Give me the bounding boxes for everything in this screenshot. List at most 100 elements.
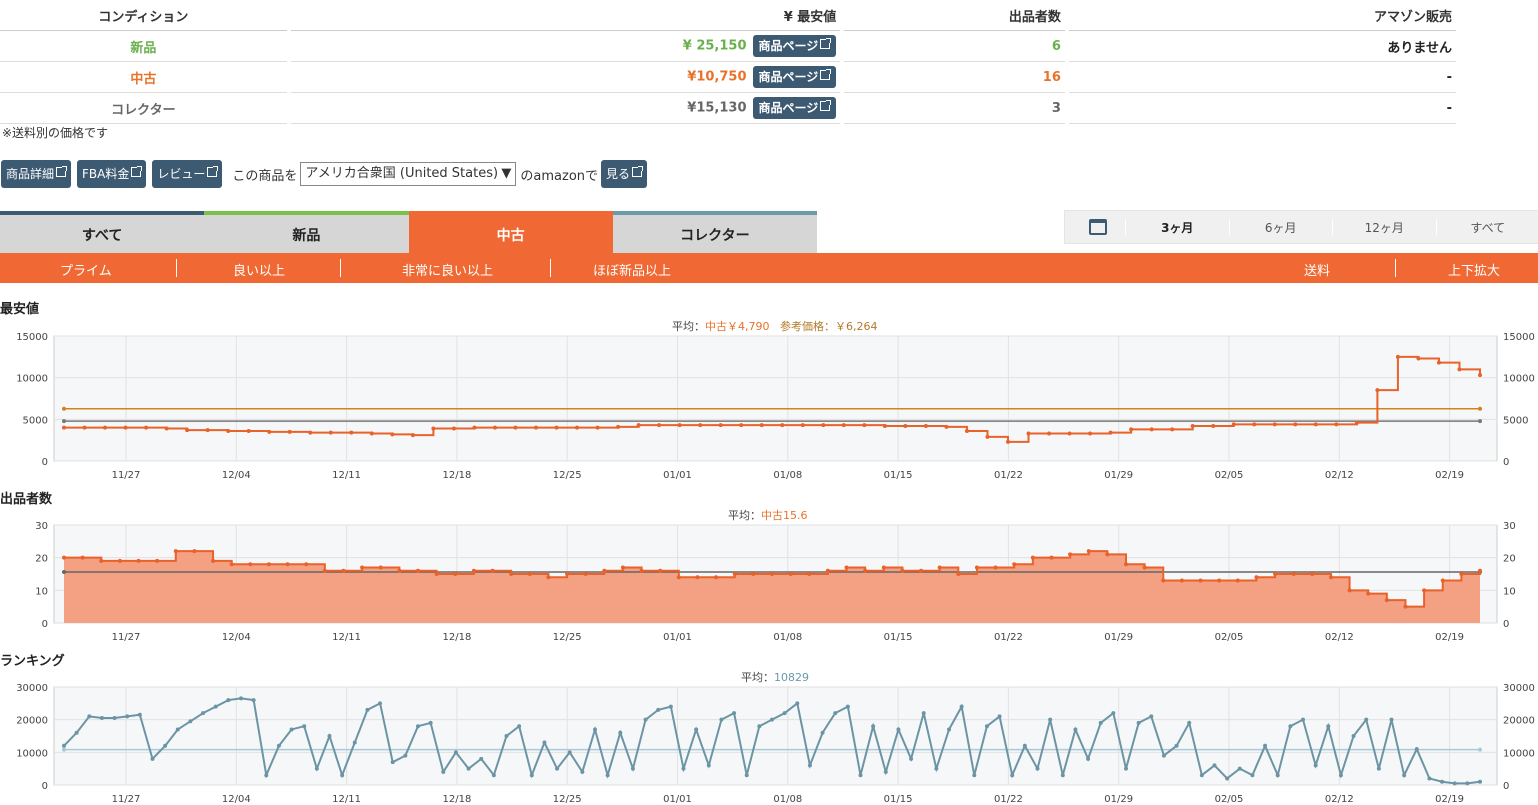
data-point bbox=[327, 734, 332, 738]
view-button[interactable]: 見る bbox=[601, 160, 648, 188]
data-point bbox=[555, 766, 560, 771]
chart-title-price: 最安値 bbox=[0, 302, 40, 317]
data-point bbox=[1457, 367, 1462, 372]
y-tick-label: 20000 bbox=[16, 716, 48, 727]
data-point bbox=[403, 753, 408, 758]
data-point bbox=[883, 769, 888, 774]
data-point bbox=[567, 750, 572, 755]
y-tick-label: 15000 bbox=[16, 332, 48, 343]
filter-very-good[interactable]: 非常に良い以上 bbox=[402, 264, 494, 279]
external-link-icon bbox=[632, 166, 644, 177]
x-tick-label: 12/18 bbox=[442, 632, 471, 643]
price-average-label: 平均：中古￥4,790 参考価格：￥6,264 bbox=[672, 320, 878, 333]
data-point bbox=[472, 425, 477, 430]
data-point bbox=[276, 743, 281, 748]
data-point bbox=[1334, 422, 1339, 427]
data-point bbox=[1022, 743, 1027, 748]
data-point bbox=[62, 743, 66, 748]
data-point bbox=[1288, 724, 1293, 729]
period-3m[interactable]: 3ヶ月 bbox=[1125, 218, 1229, 236]
x-tick-label: 01/08 bbox=[773, 470, 802, 481]
cell-seller-count: 3 bbox=[844, 93, 1065, 124]
tab-all[interactable]: すべて bbox=[0, 211, 205, 253]
data-point bbox=[909, 756, 914, 761]
fba-fee-button[interactable]: FBA料金 bbox=[77, 160, 147, 188]
y-tick-label: 5000 bbox=[1503, 415, 1528, 426]
data-point bbox=[1310, 572, 1315, 576]
x-tick-label: 02/19 bbox=[1435, 632, 1464, 643]
data-point bbox=[1086, 756, 1091, 761]
x-tick-label: 12/11 bbox=[332, 470, 361, 481]
data-point bbox=[1170, 427, 1175, 432]
data-point bbox=[1047, 431, 1052, 436]
data-point bbox=[1035, 766, 1040, 771]
tab-new[interactable]: 新品 bbox=[204, 211, 409, 253]
data-point bbox=[1416, 356, 1421, 361]
external-link-icon bbox=[207, 166, 219, 177]
data-point bbox=[862, 423, 867, 428]
data-point bbox=[1275, 773, 1280, 778]
product-detail-button[interactable]: 商品詳細 bbox=[1, 160, 72, 188]
data-point bbox=[1048, 717, 1053, 722]
data-point bbox=[155, 558, 160, 563]
data-point bbox=[287, 429, 292, 434]
data-point bbox=[620, 565, 625, 570]
data-point bbox=[770, 717, 774, 722]
data-point bbox=[583, 572, 588, 576]
data-point bbox=[441, 769, 446, 774]
data-point bbox=[163, 743, 168, 748]
filter-zoom[interactable]: 上下拡大 bbox=[1448, 264, 1501, 279]
x-tick-label: 02/19 bbox=[1435, 470, 1464, 481]
x-tick-label: 12/18 bbox=[442, 470, 471, 481]
country-select[interactable]: アメリカ合衆国 (United States) ▼ bbox=[300, 162, 517, 186]
data-point bbox=[1136, 720, 1141, 725]
data-point bbox=[695, 575, 700, 580]
data-point bbox=[759, 423, 764, 428]
x-tick-label: 11/27 bbox=[112, 794, 141, 805]
data-point bbox=[1389, 717, 1394, 722]
filter-good[interactable]: 良い以上 bbox=[233, 264, 286, 279]
data-point bbox=[251, 698, 256, 703]
data-point bbox=[416, 724, 420, 729]
period-6m[interactable]: 6ヶ月 bbox=[1228, 218, 1333, 236]
data-point bbox=[125, 714, 130, 719]
data-point bbox=[1088, 431, 1093, 436]
y-tick-label: 30 bbox=[1503, 521, 1516, 532]
tab-collector[interactable]: コレクター bbox=[612, 211, 817, 253]
data-point bbox=[1452, 781, 1457, 786]
data-point bbox=[267, 429, 272, 434]
period-all[interactable]: すべて bbox=[1435, 218, 1538, 236]
data-point bbox=[192, 549, 197, 554]
tab-used[interactable]: 中古 bbox=[408, 211, 613, 253]
data-point bbox=[1190, 424, 1195, 428]
x-tick-label: 02/12 bbox=[1325, 794, 1354, 805]
x-tick-label: 12/25 bbox=[553, 632, 582, 643]
data-point bbox=[410, 433, 415, 438]
data-point bbox=[1403, 604, 1408, 609]
product-page-button[interactable]: 商品ページ bbox=[752, 35, 837, 57]
data-point bbox=[658, 568, 663, 573]
period-12m[interactable]: 12ヶ月 bbox=[1332, 218, 1436, 236]
data-point bbox=[1402, 773, 1407, 778]
filter-like-new[interactable]: ほぼ新品以上 bbox=[593, 264, 672, 279]
product-page-button[interactable]: 商品ページ bbox=[752, 66, 837, 88]
x-tick-label: 12/11 bbox=[332, 632, 361, 643]
data-point bbox=[871, 724, 876, 729]
data-point bbox=[509, 572, 514, 576]
filter-shipping[interactable]: 送料 bbox=[1304, 264, 1331, 279]
cell-amazon-sales: - bbox=[1068, 93, 1456, 124]
product-page-button[interactable]: 商品ページ bbox=[752, 97, 837, 119]
data-point bbox=[285, 562, 290, 567]
data-point bbox=[959, 704, 964, 709]
data-point bbox=[1351, 734, 1356, 738]
x-tick-label: 01/15 bbox=[884, 794, 913, 805]
data-point bbox=[1273, 572, 1278, 576]
review-button[interactable]: レビュー bbox=[152, 160, 223, 188]
x-tick-label: 01/01 bbox=[663, 470, 692, 481]
chart-title-ranking: ランキング bbox=[0, 654, 65, 669]
cell-seller-count: 6 bbox=[844, 31, 1065, 62]
data-point bbox=[1252, 422, 1257, 427]
data-point bbox=[751, 572, 756, 576]
filter-prime[interactable]: プライム bbox=[60, 264, 112, 279]
data-point bbox=[1313, 763, 1318, 768]
